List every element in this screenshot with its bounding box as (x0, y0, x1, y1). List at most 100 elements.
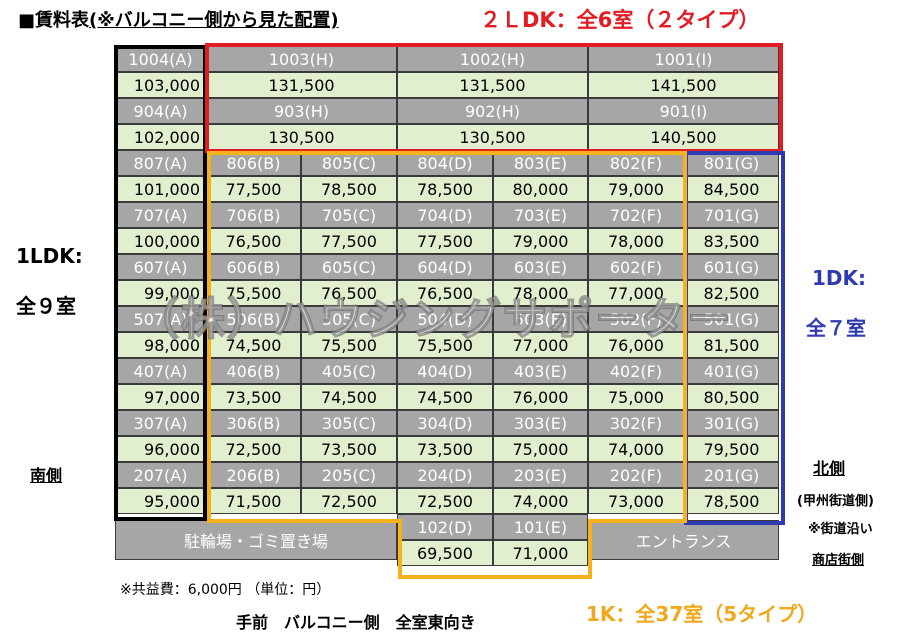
bicycle-parking: 駐輪場・ゴミ置き場 (115, 520, 397, 560)
rent-cell: 75,000 (493, 436, 588, 462)
room-cell: 301(G) (684, 410, 779, 436)
room-cell: 801(G) (684, 150, 779, 176)
label-north: 北側 (813, 459, 846, 478)
rent-cell: 75,000 (588, 384, 684, 410)
rent-cell: 73,500 (206, 384, 301, 410)
room-cell: 501(G) (684, 306, 779, 332)
label-1ldk: 1LDK: (16, 244, 83, 268)
rent-cell: 78,000 (588, 228, 684, 254)
room-cell: 407(A) (115, 358, 206, 384)
rent-cell: 131,500 (206, 72, 397, 98)
room-cell: 806(B) (206, 150, 301, 176)
rent-cell: 69,500 (397, 540, 493, 566)
label-road-note: ※街道沿い (808, 522, 873, 537)
room-cell: 505(C) (301, 306, 397, 332)
rent-cell: 81,500 (684, 332, 779, 358)
label-1dk: 1DK: (812, 266, 867, 290)
rent-cell: 74,000 (493, 488, 588, 514)
rent-cell: 77,000 (493, 332, 588, 358)
room-cell: 404(D) (397, 358, 493, 384)
room-cell: 705(C) (301, 202, 397, 228)
label-road: (甲州街道側) (797, 494, 874, 509)
room-cell: 403(E) (493, 358, 588, 384)
label-1dk-count: 全７室 (806, 316, 866, 340)
rent-cell: 76,500 (206, 228, 301, 254)
rent-cell: 78,500 (684, 488, 779, 514)
room-cell: 603(E) (493, 254, 588, 280)
rent-cell: 77,500 (206, 176, 301, 202)
room-cell: 804(D) (397, 150, 493, 176)
room-cell: 803(E) (493, 150, 588, 176)
rent-cell: 76,500 (301, 280, 397, 306)
rent-cell: 74,000 (588, 436, 684, 462)
room-cell: 307(A) (115, 410, 206, 436)
room-cell: 701(G) (684, 202, 779, 228)
room-cell: 503(E) (493, 306, 588, 332)
room-cell: 207(A) (115, 462, 206, 488)
rent-cell: 99,000 (115, 280, 206, 306)
rent-cell: 74,500 (301, 384, 397, 410)
room-cell: 102(D) (397, 514, 493, 540)
rent-cell: 79,000 (588, 176, 684, 202)
room-cell: 707(A) (115, 202, 206, 228)
room-cell: 405(C) (301, 358, 397, 384)
rent-cell: 80,000 (493, 176, 588, 202)
label-1ldk-count: 全９室 (16, 294, 76, 318)
room-cell: 101(E) (493, 514, 588, 540)
room-cell: 1001(I) (588, 46, 779, 72)
room-cell: 602(F) (588, 254, 684, 280)
room-cell: 303(E) (493, 410, 588, 436)
rent-cell: 77,500 (397, 228, 493, 254)
room-cell: 607(A) (115, 254, 206, 280)
rent-cell: 100,000 (115, 228, 206, 254)
room-cell: 604(D) (397, 254, 493, 280)
room-cell: 1003(H) (206, 46, 397, 72)
room-cell: 904(A) (115, 98, 206, 124)
rent-cell: 79,000 (493, 228, 588, 254)
rent-cell: 102,000 (115, 124, 206, 150)
rent-cell: 103,000 (115, 72, 206, 98)
room-cell: 902(H) (397, 98, 588, 124)
label-shops: 商店街側 (812, 553, 865, 568)
entrance: エントランス (588, 520, 779, 560)
rent-cell: 77,000 (588, 280, 684, 306)
rent-cell: 75,500 (301, 332, 397, 358)
rent-cell: 73,500 (301, 436, 397, 462)
room-cell: 901(I) (588, 98, 779, 124)
room-cell: 206(B) (206, 462, 301, 488)
room-cell: 502(F) (588, 306, 684, 332)
room-cell: 504(D) (397, 306, 493, 332)
room-cell: 203(E) (493, 462, 588, 488)
room-cell: 1004(A) (115, 46, 206, 72)
room-cell: 807(A) (115, 150, 206, 176)
room-cell: 703(E) (493, 202, 588, 228)
rent-cell: 72,500 (206, 436, 301, 462)
room-cell: 402(F) (588, 358, 684, 384)
rent-cell: 140,500 (588, 124, 779, 150)
rent-cell: 78,500 (397, 176, 493, 202)
room-cell: 507(A) (115, 306, 206, 332)
room-cell: 704(D) (397, 202, 493, 228)
room-cell: 201(G) (684, 462, 779, 488)
rent-cell: 76,000 (588, 332, 684, 358)
rent-cell: 72,500 (301, 488, 397, 514)
rent-cell: 95,000 (115, 488, 206, 514)
room-cell: 1002(H) (397, 46, 588, 72)
rent-cell: 80,500 (684, 384, 779, 410)
rent-cell: 72,500 (397, 488, 493, 514)
rent-cell: 130,500 (206, 124, 397, 150)
room-cell: 606(B) (206, 254, 301, 280)
note-common-fee: ※共益費：6,000円 （単位：円） (120, 582, 331, 598)
rent-cell: 75,500 (206, 280, 301, 306)
rent-cell: 75,500 (397, 332, 493, 358)
room-cell: 805(C) (301, 150, 397, 176)
rent-cell: 78,500 (301, 176, 397, 202)
rent-cell: 98,000 (115, 332, 206, 358)
rent-cell: 74,500 (397, 384, 493, 410)
rent-cell: 141,500 (588, 72, 779, 98)
rent-cell: 101,000 (115, 176, 206, 202)
rent-table: 1004(A) 1003(H) 1002(H) 1001(I) 103,000 … (115, 46, 779, 566)
rent-cell: 79,500 (684, 436, 779, 462)
rent-cell: 73,000 (588, 488, 684, 514)
room-cell: 302(F) (588, 410, 684, 436)
